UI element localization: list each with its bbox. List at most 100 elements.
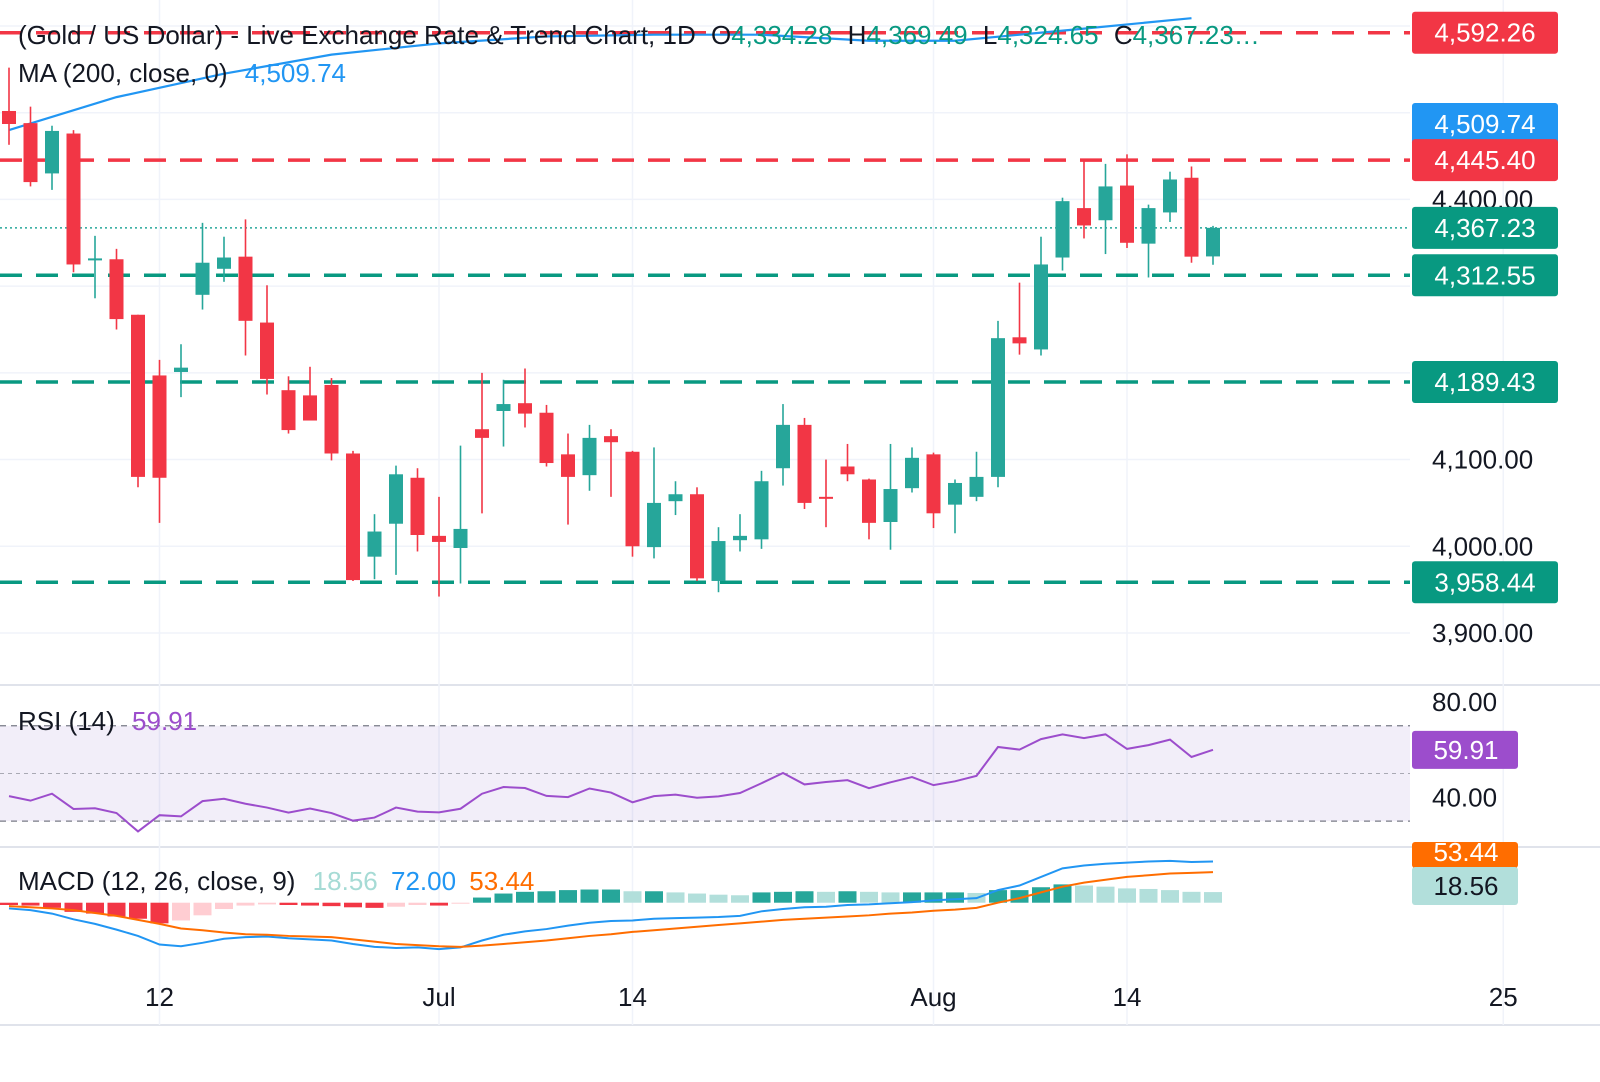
ohlc-open-value: 4,334.28 <box>731 20 833 50</box>
candle <box>131 314 145 488</box>
candle <box>453 445 468 584</box>
macd-histogram-bar <box>473 897 491 903</box>
macd-histogram-bar <box>795 891 814 903</box>
rsi-value-tag: 59.91 <box>1412 730 1518 769</box>
candle <box>797 417 812 509</box>
macd-histogram-bar <box>215 902 233 910</box>
macd-histogram-bar <box>129 902 147 919</box>
candle <box>883 443 898 550</box>
candle-body <box>453 528 468 548</box>
macd-histogram-bar <box>1118 888 1136 903</box>
macd-histogram-bar <box>430 902 448 906</box>
macd-legend-macd: 72.00 <box>390 866 457 896</box>
macd-histogram-bar <box>86 902 104 914</box>
signal-line <box>8 871 1214 948</box>
candle <box>1163 171 1177 222</box>
price-tag-box <box>1412 11 1558 54</box>
price-tag-text: 4,445.40 <box>1434 145 1535 175</box>
macd-histogram-bar <box>236 902 255 906</box>
rsi-tick-label: 80.00 <box>1432 687 1497 717</box>
macd-histogram-bar <box>731 895 749 903</box>
rsi-legend: RSI (14) 59.91 <box>18 706 197 737</box>
candle <box>238 219 253 356</box>
macd-line <box>8 859 1214 951</box>
candle <box>518 368 532 428</box>
candle <box>539 404 554 467</box>
ma-legend-label: MA (200, close, 0) <box>18 58 228 88</box>
candle <box>1184 166 1199 263</box>
macd-histogram-bar <box>602 889 620 903</box>
candle-body <box>518 403 532 414</box>
candle-body <box>711 541 726 581</box>
candle-body <box>969 476 984 497</box>
macd-histogram-bar <box>903 892 921 903</box>
candle <box>948 479 962 534</box>
candle-body <box>367 531 382 557</box>
candle <box>389 465 403 575</box>
candle <box>346 450 360 581</box>
candle-body <box>561 454 575 477</box>
candle-body <box>1163 179 1177 213</box>
signal-tag-text: 53.44 <box>1433 837 1498 867</box>
candle <box>1120 154 1134 248</box>
rsi-pane <box>0 725 1410 833</box>
candle <box>1012 282 1027 355</box>
price-tick-label: 4,000.00 <box>1432 531 1533 561</box>
candle-body <box>346 453 360 581</box>
candle <box>840 443 855 482</box>
histogram-tag-box <box>1412 867 1518 905</box>
macd-histogram-bar <box>193 902 212 916</box>
time-tick-label: Jul <box>422 982 455 1012</box>
candle-body <box>539 412 554 464</box>
candle-body <box>1034 264 1048 350</box>
macd-histogram-bar <box>322 902 341 907</box>
candle-body <box>625 451 640 547</box>
candle-body <box>217 257 231 269</box>
candle-body <box>45 130 59 174</box>
rsi-tag-text: 59.91 <box>1433 735 1498 765</box>
candle-body <box>66 133 81 265</box>
candle <box>367 514 382 580</box>
candle <box>625 450 640 557</box>
candle <box>217 236 231 282</box>
candles <box>2 67 1220 597</box>
candle-body <box>174 367 188 372</box>
signal-tag-box <box>1412 842 1518 868</box>
candle <box>281 376 296 434</box>
price-tag-text: 4,509.74 <box>1434 109 1535 139</box>
rsi-legend-label: RSI (14) <box>18 706 115 736</box>
macd-histogram-bar <box>258 902 276 905</box>
candle-body <box>797 424 812 503</box>
level-price-tag: 4,312.55 <box>1412 254 1558 297</box>
rsi-tick-label: 40.00 <box>1432 782 1497 812</box>
symbol-title: (Gold / US Dollar) - Live Exchange Rate … <box>18 20 696 50</box>
candle <box>475 372 489 514</box>
candle-body <box>410 477 425 535</box>
time-tick-label: 14 <box>618 982 647 1012</box>
rsi-tag-box <box>1412 730 1518 769</box>
price-tag-box <box>1412 103 1558 145</box>
price-tag-text: 4,592.26 <box>1434 18 1535 48</box>
macd-histogram-bar <box>1075 885 1093 903</box>
histogram-value-tag: 18.56 <box>1412 867 1518 905</box>
candle-body <box>496 404 511 411</box>
macd-histogram-bar <box>752 892 771 903</box>
candle-body <box>754 481 769 540</box>
time-axis: 12 Jul 14 Aug 14 25 <box>145 982 1518 1012</box>
macd-legend-signal: 53.44 <box>469 866 535 896</box>
candle <box>2 67 16 145</box>
rsi-legend-value: 59.91 <box>132 706 198 736</box>
level-price-tag: 4,189.43 <box>1412 361 1558 404</box>
candle <box>1034 236 1048 356</box>
macd-histogram-bar <box>172 902 190 921</box>
candle <box>152 359 167 523</box>
macd-histogram-bar <box>516 891 534 903</box>
candle <box>905 447 919 493</box>
rsi-line <box>8 733 1214 833</box>
macd-legend-label: MACD (12, 26, close, 9) <box>18 866 296 896</box>
macd-histogram-bar <box>1182 891 1201 903</box>
ma-legend-value: 4,509.74 <box>244 58 346 88</box>
candle <box>604 429 618 497</box>
candle <box>66 130 81 273</box>
